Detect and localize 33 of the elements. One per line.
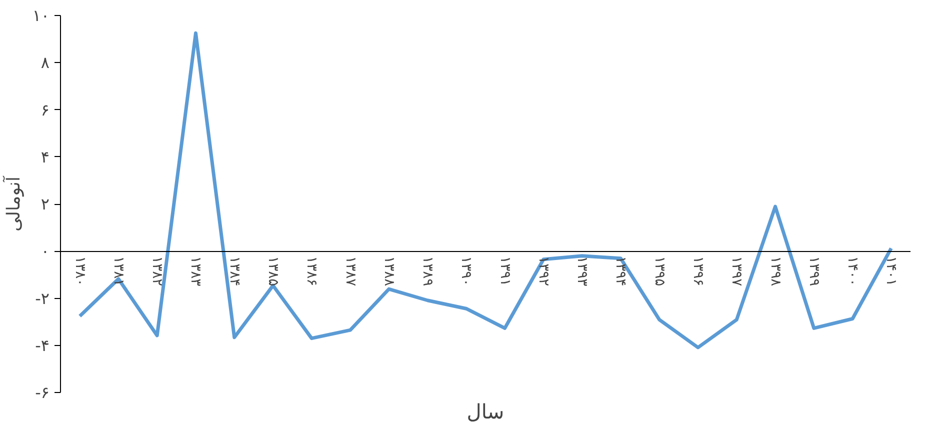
x-tick-label: ۱۳۹۵ [651, 256, 668, 286]
x-tick-label: ۱۳۸۱ [110, 256, 126, 286]
y-tick-label: ۴ [40, 147, 50, 166]
y-axis-title: آنومالی [2, 176, 24, 232]
x-tick-label: ۱۳۹۹ [806, 256, 822, 286]
x-tick-label: ۱۳۹۳ [574, 256, 590, 287]
x-tick-label: ۱۳۸۹ [420, 256, 436, 286]
y-tick-label: ۸ [40, 53, 50, 72]
x-tick-label: ۱۳۹۱ [496, 256, 513, 286]
x-tick-label: ۱۳۹۰ [458, 256, 474, 286]
y-tick-label: ۶ [40, 100, 50, 120]
x-tick-label: ۱۳۸۲ [149, 256, 166, 286]
x-tick-label: ۱۳۸۷ [342, 256, 358, 287]
y-tick-label: ۰ [40, 242, 50, 261]
x-tick-label: ۱۳۸۸ [380, 256, 397, 287]
x-tick-label: ۱۳۹۷ [728, 256, 745, 287]
x-tick-label: ۱۳۸۰ [72, 256, 88, 286]
y-tick-label: -۶ [35, 383, 50, 402]
x-tick-label: ۱۳۸۳ [188, 256, 204, 287]
y-tick-label: ۱۰ [32, 6, 50, 25]
x-tick-label: ۱۳۹۸ [767, 256, 784, 287]
y-tick-label: ۲ [40, 194, 50, 214]
x-tick-label: ۱۳۹۴ [612, 256, 629, 286]
x-axis-title: سال [466, 400, 504, 424]
x-tick-label: ۱۳۸۵ [265, 256, 281, 286]
y-tick-label: -۴ [35, 336, 50, 355]
x-tick-label: ۱۳۹۶ [690, 256, 706, 286]
x-tick-label: ۱۳۸۶ [304, 256, 320, 286]
x-tick-label: ۱۳۸۴ [226, 256, 242, 286]
y-tick-label: -۲ [35, 288, 50, 308]
x-tick-label: ۱۳۹۲ [535, 256, 552, 286]
x-tick-label: ۱۴۰۱ [883, 256, 900, 286]
x-tick-label: ۱۴۰۰ [844, 256, 861, 286]
